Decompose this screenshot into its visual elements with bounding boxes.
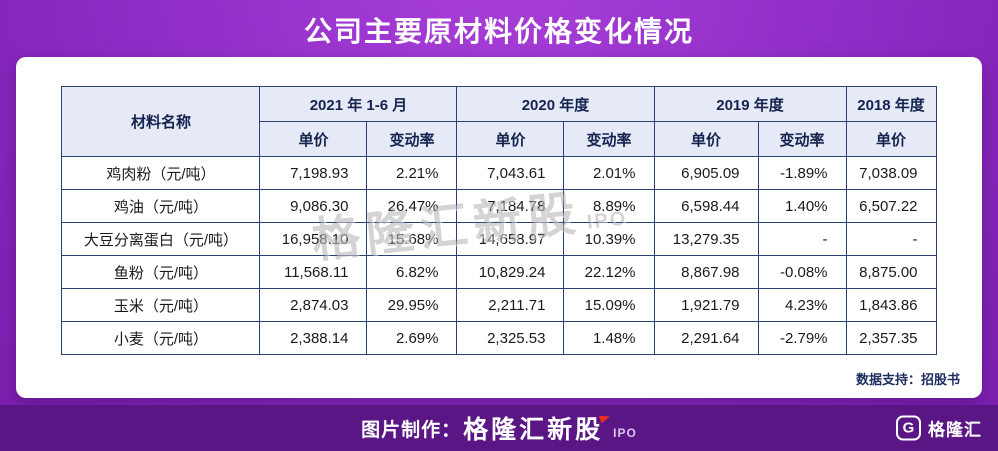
logo-text: 格隆汇 (928, 420, 982, 440)
value-cell: 1,843.86 (845, 288, 937, 322)
sub-header-change: 变动率 (757, 121, 847, 157)
sub-header-price: 单价 (259, 121, 368, 157)
value-cell: 6,905.09 (653, 156, 759, 190)
value-cell: 29.95% (366, 288, 458, 322)
value-cell: 8,867.98 (653, 255, 759, 289)
value-cell: 9,086.30 (259, 189, 368, 223)
value-cell: 8.89% (563, 189, 655, 223)
value-cell: - (757, 222, 847, 256)
material-name-cell: 鱼粉（元/吨） (61, 255, 261, 289)
value-cell: 13,279.35 (653, 222, 759, 256)
value-cell: 7,184.78 (456, 189, 565, 223)
page-title: 公司主要原材料价格变化情况 (303, 16, 694, 47)
value-cell: 2,388.14 (259, 321, 368, 355)
value-cell: 7,198.93 (259, 156, 368, 190)
value-cell: 2.01% (563, 156, 655, 190)
table-row: 小麦（元/吨） 2,388.14 2.69% 2,325.53 1.48% 2,… (61, 321, 937, 355)
material-name-cell: 大豆分离蛋白（元/吨） (61, 222, 261, 256)
value-cell: 26.47% (366, 189, 458, 223)
sub-header-change: 变动率 (563, 121, 655, 157)
value-cell: 2.21% (366, 156, 458, 190)
value-cell: 14,658.97 (456, 222, 565, 256)
logo-g-icon: G (896, 415, 921, 441)
value-cell: 8,875.00 (845, 255, 937, 289)
table-row: 鱼粉（元/吨） 11,568.11 6.82% 10,829.24 22.12%… (61, 255, 937, 289)
value-cell: 4.23% (757, 288, 847, 322)
table-head: 材料名称 2021 年 1-6 月 2020 年度 2019 年度 2018 年… (61, 86, 937, 157)
value-cell: -2.79% (757, 321, 847, 355)
data-source-note: 数据支持：招股书 (855, 372, 960, 387)
value-cell: 2,325.53 (456, 321, 565, 355)
gelonghui-logo: G 格隆汇 (896, 415, 982, 441)
value-cell: 15.68% (366, 222, 458, 256)
value-cell: 6,598.44 (653, 189, 759, 223)
sub-header-price: 单价 (845, 121, 937, 157)
value-cell: 6,507.22 (845, 189, 937, 223)
period-header-row: 材料名称 2021 年 1-6 月 2020 年度 2019 年度 2018 年… (61, 86, 937, 157)
table-row: 鸡肉粉（元/吨） 7,198.93 2.21% 7,043.61 2.01% 6… (61, 156, 937, 190)
value-cell: 10.39% (563, 222, 655, 256)
material-name-header: 材料名称 (61, 86, 261, 157)
sub-header-row: 单价 变动率 单价 变动率 单价 变动率 单价 (62, 121, 937, 157)
value-cell: -1.89% (757, 156, 847, 190)
materials-table: 材料名称 2021 年 1-6 月 2020 年度 2019 年度 2018 年… (61, 86, 937, 355)
value-cell: 1.48% (563, 321, 655, 355)
flag-icon (599, 412, 612, 424)
value-cell: 2,211.71 (456, 288, 565, 322)
sub-header-change: 变动率 (366, 121, 458, 157)
sub-header-price: 单价 (456, 121, 565, 157)
table-row: 玉米（元/吨） 2,874.03 29.95% 2,211.71 15.09% … (61, 288, 937, 322)
material-name-cell: 玉米（元/吨） (61, 288, 261, 322)
value-cell: 1.40% (757, 189, 847, 223)
bottom-bar: 图片制作： 格隆汇新股 IPO G 格隆汇 (0, 405, 998, 451)
credit-line: 图片制作： 格隆汇新股 IPO (361, 410, 637, 446)
value-cell: 2,357.35 (845, 321, 937, 355)
table-body: 鸡肉粉（元/吨） 7,198.93 2.21% 7,043.61 2.01% 6… (61, 156, 937, 355)
value-cell: - (845, 222, 937, 256)
table-card: 材料名称 2021 年 1-6 月 2020 年度 2019 年度 2018 年… (16, 57, 982, 398)
period-header-2019: 2019 年度 (653, 86, 847, 122)
material-name-cell: 鸡油（元/吨） (61, 189, 261, 223)
value-cell: 16,958.10 (259, 222, 368, 256)
value-cell: 22.12% (563, 255, 655, 289)
value-cell: -0.08% (757, 255, 847, 289)
value-cell: 6.82% (366, 255, 458, 289)
value-cell: 7,038.09 (845, 156, 937, 190)
value-cell: 11,568.11 (259, 255, 368, 289)
sub-header-price: 单价 (653, 121, 759, 157)
period-header-2020: 2020 年度 (456, 86, 655, 122)
value-cell: 1,921.79 (653, 288, 759, 322)
period-header-2021: 2021 年 1-6 月 (259, 86, 458, 122)
value-cell: 2,874.03 (259, 288, 368, 322)
value-cell: 2.69% (366, 321, 458, 355)
value-cell: 2,291.64 (653, 321, 759, 355)
table-row: 大豆分离蛋白（元/吨） 16,958.10 15.68% 14,658.97 1… (61, 222, 937, 256)
material-name-cell: 鸡肉粉（元/吨） (61, 156, 261, 190)
credit-label: 图片制作： (361, 419, 462, 441)
value-cell: 10,829.24 (456, 255, 565, 289)
value-cell: 15.09% (563, 288, 655, 322)
material-name-cell: 小麦（元/吨） (61, 321, 261, 355)
credit-ipo-label: IPO (613, 426, 637, 440)
value-cell: 7,043.61 (456, 156, 565, 190)
table-row: 鸡油（元/吨） 9,086.30 26.47% 7,184.78 8.89% 6… (61, 189, 937, 223)
period-header-2018: 2018 年度 (845, 86, 937, 122)
credit-brand: 格隆汇新股 (463, 416, 604, 444)
